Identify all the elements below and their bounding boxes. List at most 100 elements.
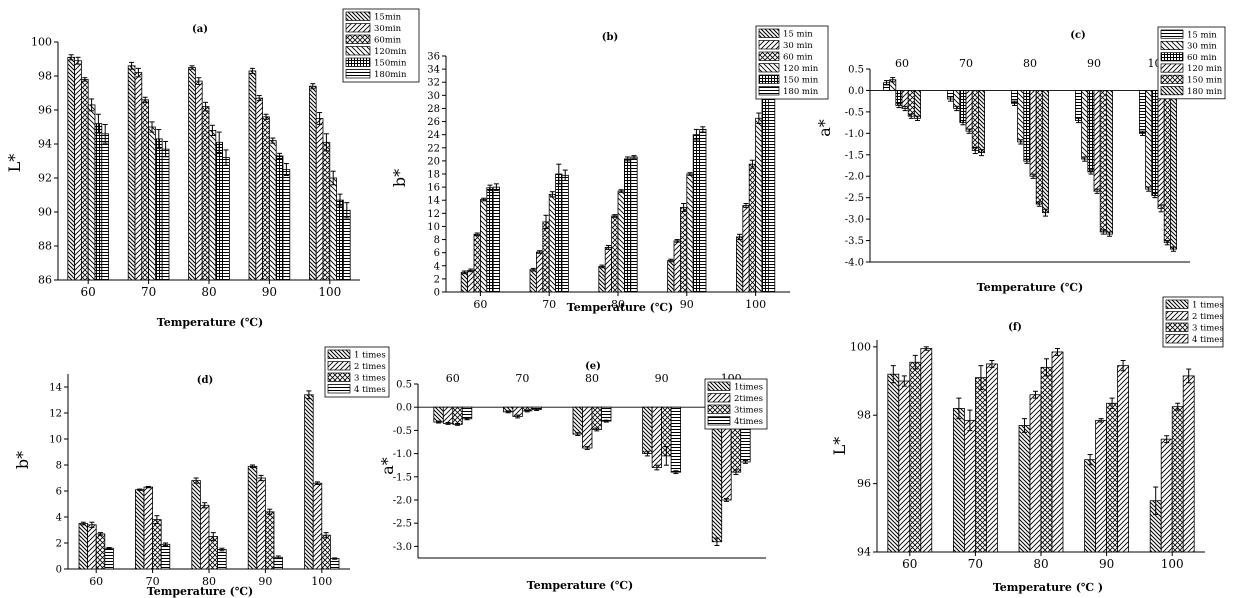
y-tick-label: -1.5 <box>845 150 864 161</box>
x-tick-label: 90 <box>655 372 669 385</box>
bar-d-4times-80 <box>217 549 227 570</box>
x-tick-label: 90 <box>1087 57 1101 70</box>
bar-b-180min-70 <box>561 174 569 293</box>
error-bar <box>149 121 155 133</box>
error-bar <box>474 232 480 237</box>
bar-b-30min-80 <box>604 247 613 293</box>
y-tick-label: 100 <box>850 340 871 353</box>
y-tick-label: -3.0 <box>393 542 412 553</box>
error-bar <box>306 390 312 400</box>
legend-swatch <box>1165 299 1189 309</box>
legend-label: 150min <box>374 59 407 69</box>
y-tick-label: 22 <box>427 143 440 154</box>
bar-f-1times-70 <box>953 407 965 553</box>
error-bar <box>915 115 920 121</box>
error-bar <box>912 354 918 370</box>
bar-d-3times-80 <box>208 536 219 570</box>
bar-d-4times-60 <box>104 547 114 570</box>
bar-a-150min-70 <box>154 138 163 281</box>
error-bar <box>530 267 536 272</box>
legend-label: 60min <box>374 36 402 46</box>
y-tick-label: 94 <box>857 546 871 559</box>
bar-c-30min-70 <box>953 90 961 109</box>
bar-a-60min-100 <box>322 141 331 281</box>
x-tick-label: 90 <box>262 285 277 299</box>
y-axis-label: b* <box>390 169 409 187</box>
bar-f-4times-60 <box>920 348 933 553</box>
bar-c-150min-100 <box>1163 90 1171 244</box>
bar-a-30min-90 <box>255 97 264 281</box>
error-bar <box>723 498 729 502</box>
error-bar <box>1107 231 1112 237</box>
error-bar <box>1094 188 1100 194</box>
error-bar <box>202 502 208 509</box>
error-bar <box>135 67 141 78</box>
error-bar <box>75 56 81 65</box>
y-tick-label: 4 <box>56 513 62 524</box>
y-axis-label: L* <box>5 154 24 173</box>
error-bar <box>82 77 88 82</box>
bar-f-3times-100 <box>1171 406 1184 553</box>
legend-label: 60 min <box>783 53 813 63</box>
bar-f-2times-90 <box>1095 419 1107 553</box>
bar-a-120min-60 <box>87 104 96 281</box>
bar-b-15min-100 <box>736 236 744 293</box>
y-tick-label: -2.5 <box>393 519 412 530</box>
error-bar <box>908 113 914 119</box>
bar-c-30min-80 <box>1017 90 1025 143</box>
legend-swatch <box>758 86 780 96</box>
bar-b-120min-60 <box>479 199 488 293</box>
bar-a-180min-80 <box>222 157 230 281</box>
error-bar <box>216 131 222 153</box>
chart-panel-a: 86 88 90 92 94 96 98 100 60 70 80 90 100 (a) Temperatu… <box>5 8 420 329</box>
y-tick-label: -3.5 <box>845 236 864 247</box>
chart-title: (d) <box>197 375 213 386</box>
legend-swatch <box>758 28 780 38</box>
error-bar <box>436 420 442 424</box>
bar-b-30min-70 <box>536 251 544 293</box>
y-tick-label: 32 <box>427 78 440 89</box>
y-tick-label: -2.0 <box>393 496 412 507</box>
y-tick-label: 24 <box>427 130 440 141</box>
error-bar <box>515 414 521 419</box>
error-bar <box>605 244 611 250</box>
y-axis-label: a* <box>815 119 834 137</box>
bar-d-3times-70 <box>152 519 162 570</box>
bar-a-30min-100 <box>315 118 324 281</box>
legend-label: 120 min <box>1187 64 1223 74</box>
error-bar <box>618 189 624 193</box>
bar-c-15min-90 <box>1075 90 1083 121</box>
error-bar <box>1044 358 1049 377</box>
y-tick-label: 0.0 <box>848 86 864 97</box>
error-bar <box>156 129 162 149</box>
bar-e-4times-60 <box>461 406 473 420</box>
error-bar <box>714 537 720 546</box>
bar-f-3times-90 <box>1106 402 1118 553</box>
legend-swatch <box>345 69 371 79</box>
bar-f-4times-80 <box>1051 351 1064 553</box>
error-bar <box>129 61 135 70</box>
error-bar <box>749 159 755 169</box>
error-bar <box>599 264 605 269</box>
legend-label: 30 min <box>1187 42 1217 52</box>
bar-b-180min-100 <box>768 65 776 293</box>
bar-a-180min-90 <box>282 169 291 281</box>
error-bar <box>487 184 493 191</box>
error-bar <box>603 419 609 423</box>
bar-e-2times-60 <box>442 406 454 424</box>
error-bar <box>594 427 600 432</box>
legend-label: 15 min <box>783 30 813 40</box>
bar-f-2times-80 <box>1029 394 1042 553</box>
bar-f-2times-60 <box>898 380 911 553</box>
y-tick-label: 2 <box>434 274 440 285</box>
bar-d-4times-70 <box>160 543 171 570</box>
error-bar <box>654 464 660 471</box>
y-axis-label: b* <box>13 451 32 469</box>
bar-c-180min-100 <box>1170 90 1178 250</box>
legend-label: 180 min <box>1187 87 1223 97</box>
error-bar <box>543 214 549 229</box>
legend-label: 180min <box>374 70 407 80</box>
bar-c-180min-70 <box>978 90 986 154</box>
